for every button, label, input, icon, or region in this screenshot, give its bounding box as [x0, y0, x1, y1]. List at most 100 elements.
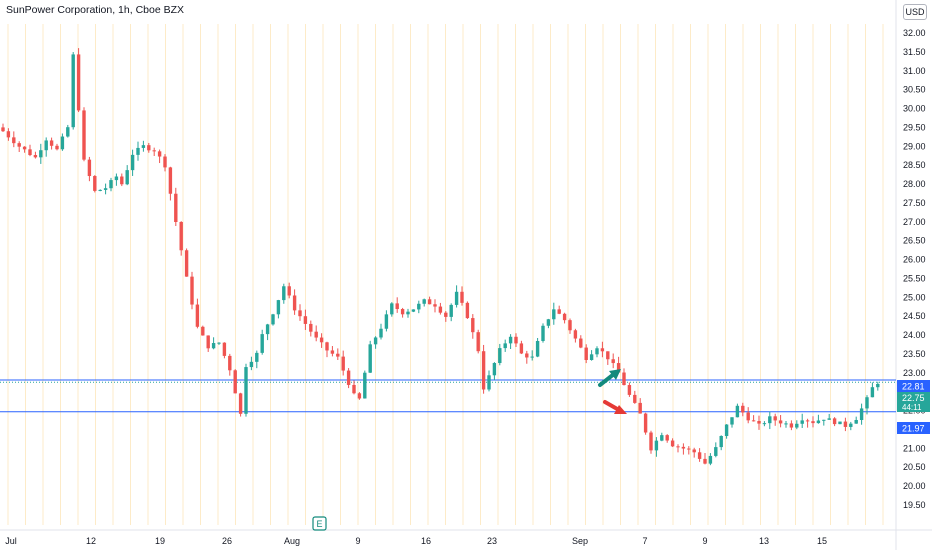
candle [859, 403, 864, 425]
candle [28, 144, 32, 157]
candle [82, 107, 86, 162]
candle [838, 421, 842, 425]
candle [768, 411, 772, 430]
candle [573, 328, 578, 343]
candle [98, 189, 102, 192]
candle [471, 314, 475, 339]
candle [800, 413, 804, 429]
currency-button[interactable]: USD [903, 4, 927, 20]
earnings-marker-icon[interactable]: E [312, 516, 327, 531]
svg-text:22.75: 22.75 [902, 393, 925, 403]
candle [714, 442, 718, 458]
candle [460, 286, 464, 306]
candle [530, 350, 534, 361]
svg-text:21.97: 21.97 [902, 424, 925, 434]
price-tick-label: 30.50 [903, 85, 926, 95]
price-tick-label: 31.00 [903, 66, 926, 76]
candle [174, 187, 178, 226]
price-tick-label: 29.50 [903, 122, 926, 132]
candle [49, 137, 54, 150]
candle [298, 304, 302, 321]
candle [319, 333, 324, 348]
candle [541, 323, 545, 343]
candle [422, 298, 426, 307]
candle [427, 296, 432, 305]
candle [211, 337, 216, 350]
time-tick-label: Aug [284, 536, 300, 546]
candle [287, 282, 291, 299]
candle [503, 339, 507, 352]
candle [762, 421, 767, 427]
candle [373, 336, 378, 349]
candle [525, 350, 529, 364]
candle [660, 432, 664, 442]
time-tick-label: 19 [155, 536, 165, 546]
candle [330, 346, 335, 357]
candle [12, 131, 16, 148]
time-tick-label: Sep [572, 536, 588, 546]
arrow-up-right-icon[interactable] [598, 369, 621, 387]
candle [487, 370, 491, 392]
candle [379, 323, 383, 340]
lower-level-label: 21.97 [897, 422, 930, 434]
candle [795, 420, 799, 430]
candle [255, 350, 259, 369]
candle [168, 166, 173, 201]
candle [282, 283, 286, 304]
candle [822, 419, 826, 426]
candle [751, 415, 756, 422]
candle [309, 320, 313, 337]
candle [363, 370, 367, 399]
candle [843, 417, 848, 432]
price-labels: 22.81 22.75 44:11 21.97 [897, 380, 930, 434]
candle [633, 390, 637, 404]
candle [606, 351, 610, 365]
candle [670, 438, 675, 448]
candle [292, 289, 297, 315]
candle [228, 353, 232, 376]
candle [546, 318, 551, 329]
candle [735, 403, 740, 418]
price-tick-label: 23.00 [903, 368, 926, 378]
candle [832, 417, 837, 427]
candle [141, 140, 146, 152]
upper-level-label: 22.81 [897, 380, 930, 392]
arrow-down-right-icon[interactable] [603, 400, 627, 414]
candle [649, 430, 653, 454]
last-price-label: 22.75 44:11 [897, 392, 930, 412]
candle [676, 444, 680, 453]
candle [827, 413, 831, 420]
candle [562, 312, 567, 324]
earnings-marker-label: E [316, 519, 322, 529]
horizontal-levels [0, 379, 896, 413]
candle [271, 313, 275, 326]
candle [552, 302, 556, 325]
candle [314, 325, 318, 342]
candle [465, 301, 470, 319]
candle [22, 146, 27, 153]
price-axis[interactable]: 32.00 31.50 31.00 30.50 30.00 29.50 29.00 28.50… [903, 28, 926, 510]
time-axis[interactable]: Jul 12 19 26 Aug 9 16 23 Sep 7 9 13 15 [5, 536, 827, 546]
candle [454, 285, 459, 308]
candle [719, 435, 723, 451]
candle [741, 402, 745, 417]
candle [103, 183, 108, 195]
candle [120, 173, 124, 187]
candle [411, 309, 416, 313]
price-tick-label: 28.00 [903, 179, 926, 189]
price-tick-label: 20.50 [903, 462, 926, 472]
price-tick-label: 21.00 [903, 443, 926, 453]
candle [222, 342, 227, 359]
candle [449, 303, 453, 322]
price-tick-label: 25.00 [903, 292, 926, 302]
candle [87, 156, 92, 182]
candle [184, 248, 189, 277]
candle [600, 341, 605, 358]
price-tick-label: 27.00 [903, 217, 926, 227]
candle [109, 177, 113, 192]
time-tick-label: 16 [421, 536, 431, 546]
candle [746, 407, 750, 424]
